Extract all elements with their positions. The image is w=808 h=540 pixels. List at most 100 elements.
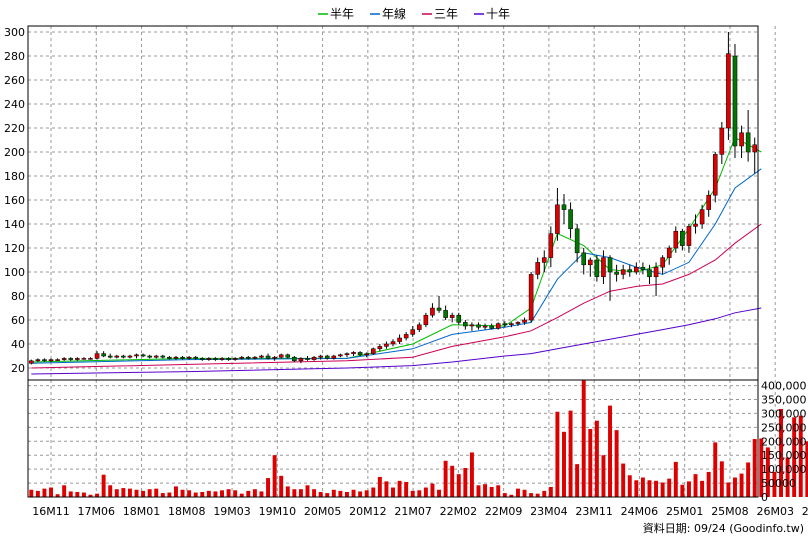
- candle-body: [436, 307, 442, 311]
- candle: [331, 354, 337, 360]
- candle: [272, 356, 277, 361]
- candle-body: [370, 348, 376, 354]
- legend-label: 三年: [434, 7, 458, 21]
- volume-bar: [95, 493, 100, 497]
- volume-bar: [423, 487, 428, 497]
- volume-tick-label: 350,000: [761, 394, 807, 407]
- volume-bar: [746, 462, 751, 497]
- volume-bar: [29, 489, 34, 497]
- volume-bar: [581, 380, 586, 497]
- candle-body: [476, 324, 481, 328]
- candle-body: [509, 323, 514, 326]
- candle: [344, 352, 350, 358]
- candle: [417, 322, 422, 332]
- volume-bar: [601, 455, 606, 497]
- candle: [147, 354, 152, 359]
- candle-body: [588, 259, 593, 266]
- candle-body: [160, 355, 166, 358]
- candle-body: [594, 259, 600, 278]
- candle-body: [173, 356, 179, 359]
- volume-bar: [364, 490, 369, 497]
- legend-item: 半年: [318, 7, 354, 21]
- candle: [627, 264, 633, 277]
- volume-bar: [621, 463, 626, 497]
- price-tick-label: 20: [11, 362, 25, 375]
- ma-line-1: [31, 136, 762, 363]
- volume-bar: [443, 460, 448, 497]
- candle: [502, 321, 508, 328]
- candle: [541, 250, 547, 272]
- candle: [739, 125, 744, 158]
- candle-body: [272, 356, 277, 359]
- volume-tick-label: 300,000: [761, 407, 807, 420]
- volume-bar: [548, 486, 553, 497]
- candle-body: [351, 352, 356, 354]
- candle-body: [252, 356, 258, 359]
- volume-bar: [785, 457, 790, 497]
- candle-body: [186, 356, 192, 359]
- candle-body: [28, 360, 34, 364]
- candle-body: [449, 314, 455, 318]
- volume-bars: [29, 380, 808, 497]
- candle: [693, 214, 698, 234]
- volume-bar: [377, 476, 382, 497]
- volume-bar: [101, 474, 106, 497]
- price-tick-label: 180: [4, 170, 25, 183]
- candle: [456, 312, 462, 325]
- candle-body: [548, 233, 554, 258]
- volume-bar: [555, 411, 560, 497]
- volume-bar: [430, 483, 435, 497]
- price-tick-label: 240: [4, 98, 25, 111]
- candle: [94, 351, 100, 360]
- volume-bar: [594, 420, 599, 497]
- candle: [548, 226, 554, 268]
- volume-bar: [693, 474, 698, 497]
- x-tick-label: 22M02: [440, 505, 478, 518]
- volume-bar: [489, 486, 494, 497]
- candle-body: [410, 329, 416, 335]
- data-date-credit: 資料日期: 09/24 (Goodinfo.tw): [643, 521, 804, 535]
- volume-tick-label: 400,000: [761, 380, 807, 393]
- volume-bar: [259, 491, 264, 497]
- volume-bar: [456, 474, 461, 497]
- candle: [752, 137, 758, 174]
- candle-body: [331, 355, 337, 359]
- candle: [410, 326, 416, 337]
- candle: [745, 110, 751, 162]
- candle: [232, 357, 238, 361]
- legend-item: 十年: [474, 7, 510, 21]
- x-tick-label: 18M01: [123, 505, 161, 518]
- volume-bar: [450, 465, 455, 497]
- candle-body: [239, 356, 245, 359]
- candle-body: [140, 354, 146, 357]
- volume-bar: [252, 489, 257, 497]
- volume-bar: [713, 442, 718, 497]
- candle-body: [456, 314, 462, 323]
- candle-body: [607, 257, 613, 273]
- candle: [199, 357, 205, 361]
- candle-body: [699, 209, 705, 225]
- candle-body: [167, 356, 172, 359]
- candle: [114, 354, 120, 359]
- volume-bar: [469, 452, 474, 497]
- volume-bar: [562, 431, 566, 497]
- volume-bar: [798, 415, 803, 497]
- candle: [640, 262, 646, 275]
- volume-bar: [88, 494, 93, 497]
- x-tick-label: 19M03: [213, 505, 251, 518]
- volume-bar: [660, 482, 665, 497]
- candle-body: [259, 355, 264, 358]
- candle: [160, 354, 166, 359]
- candle: [134, 353, 139, 359]
- price-tick-label: 40: [11, 338, 25, 351]
- volume-bar: [147, 489, 152, 497]
- candle: [535, 257, 540, 280]
- candle: [121, 354, 126, 359]
- candle: [75, 357, 80, 361]
- volume-bar: [496, 485, 501, 497]
- candle: [311, 356, 317, 361]
- legend-label: 半年: [330, 7, 354, 21]
- legend-item: 三年: [422, 7, 458, 21]
- volume-bar: [246, 490, 251, 497]
- candle: [246, 356, 251, 360]
